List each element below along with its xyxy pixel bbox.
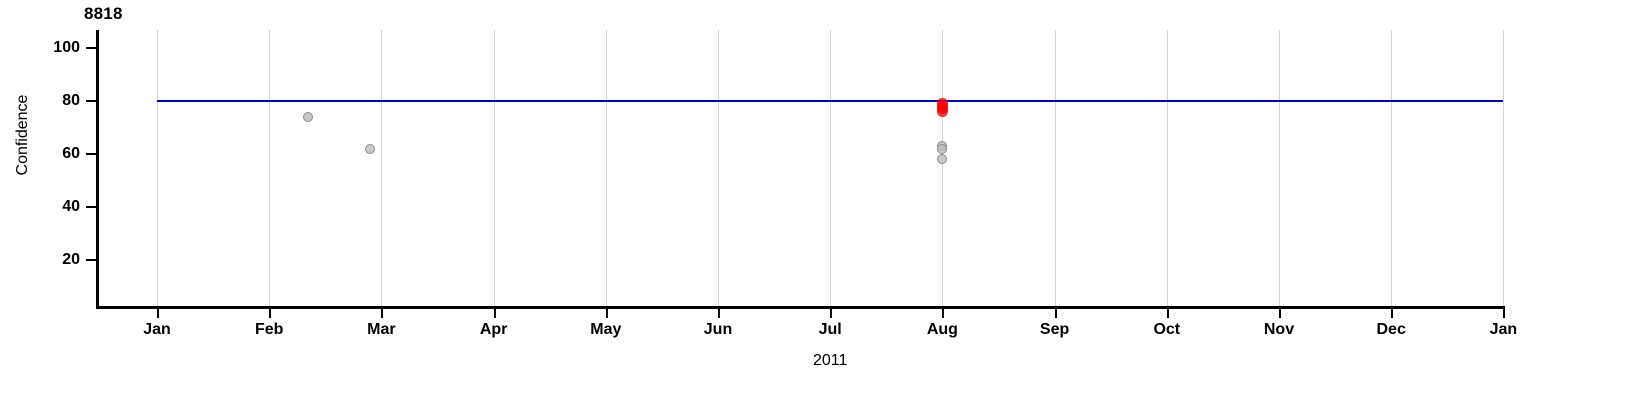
y-tick-label-100: 100 <box>53 39 80 56</box>
gridline-mar-2 <box>381 30 383 306</box>
x-tick-3 <box>493 309 496 318</box>
y-tick-80 <box>86 100 96 102</box>
gridline-aug-7 <box>942 30 944 306</box>
gridline-feb-1 <box>269 30 271 306</box>
y-tick-20 <box>86 259 96 261</box>
gridline-nov-10 <box>1279 30 1280 306</box>
y-tick-label-80: 80 <box>62 92 80 109</box>
threshold-line-segment <box>157 100 1504 102</box>
gridline-apr-3 <box>493 30 495 306</box>
gridline-jan-0 <box>157 30 158 306</box>
data-point-other-points-1 <box>365 143 376 154</box>
x-tick-7 <box>942 309 945 318</box>
y-tick-100 <box>86 47 96 49</box>
gridline-jul-6 <box>830 30 832 306</box>
x-axis-title: 2011 <box>812 352 848 369</box>
x-tick-0 <box>157 309 159 318</box>
gridline-oct-9 <box>1166 30 1168 306</box>
data-point-other-points-3 <box>937 143 948 154</box>
x-tick-label-sep-8: Sep <box>1039 321 1070 338</box>
y-axis-line <box>96 30 99 308</box>
x-tick-2 <box>381 309 384 318</box>
x-tick-10 <box>1279 309 1281 318</box>
x-axis-line <box>96 306 1505 309</box>
x-tick-9 <box>1166 309 1169 318</box>
x-tick-label-dec-11: Dec <box>1376 321 1406 338</box>
x-tick-label-jul-6: Jul <box>818 321 842 338</box>
y-tick-label-40: 40 <box>62 198 80 215</box>
x-tick-label-oct-9: Oct <box>1153 321 1181 338</box>
x-tick-4 <box>605 309 608 318</box>
x-tick-label-mar-2: Mar <box>367 321 396 338</box>
data-point-other-points-4 <box>937 154 948 165</box>
x-tick-label-jan-12: Jan <box>1489 321 1518 338</box>
x-tick-11 <box>1391 309 1394 318</box>
gridline-sep-8 <box>1054 30 1056 306</box>
x-tick-label-jun-5: Jun <box>703 321 733 338</box>
gridline-jun-5 <box>718 30 719 306</box>
gridline-may-4 <box>605 30 607 306</box>
x-tick-label-aug-7: Aug <box>926 321 958 338</box>
gridline-jan-12 <box>1503 30 1505 306</box>
x-tick-12 <box>1503 309 1506 318</box>
gridline-dec-11 <box>1391 30 1393 306</box>
y-tick-60 <box>86 153 96 155</box>
y-tick-label-20: 20 <box>62 251 80 268</box>
x-tick-5 <box>718 309 720 318</box>
y-tick-label-60: 60 <box>62 145 80 162</box>
data-point-highlighted-points-3 <box>936 106 948 118</box>
x-tick-8 <box>1054 309 1057 318</box>
chart-title: 8818 <box>84 4 123 23</box>
x-tick-label-apr-3: Apr <box>479 321 508 338</box>
x-tick-1 <box>269 309 272 318</box>
data-point-other-points-0 <box>303 111 314 122</box>
x-tick-label-nov-10: Nov <box>1263 321 1295 338</box>
x-tick-label-feb-1: Feb <box>254 321 284 338</box>
y-tick-40 <box>86 206 96 208</box>
x-tick-label-jan-0: Jan <box>143 321 171 338</box>
x-tick-label-may-4: May <box>590 321 622 338</box>
x-tick-6 <box>830 309 833 318</box>
